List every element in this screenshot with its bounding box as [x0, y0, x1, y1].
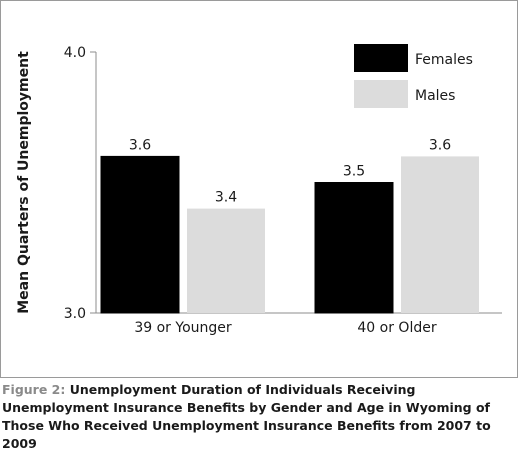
x-tick-label: 39 or Younger: [134, 320, 232, 336]
data-label: 3.6: [429, 137, 451, 153]
y-axis-title: Mean Quarters of Unemployment: [16, 51, 32, 314]
figure-caption: Figure 2: Unemployment Duration of Indiv…: [2, 381, 514, 453]
data-label: 3.6: [129, 137, 151, 153]
bar-females-2: [314, 182, 394, 314]
caption-text: Unemployment Duration of Individuals Rec…: [2, 382, 491, 451]
bar-males-2: [401, 156, 479, 313]
y-tick-label: 3.0: [64, 306, 86, 322]
bar-females-1: [100, 155, 180, 314]
bar-males-1: [187, 208, 265, 313]
legend-label-females: Females: [415, 52, 473, 68]
caption-label: Figure 2:: [2, 382, 66, 397]
legend-label-males: Males: [415, 88, 455, 104]
data-label: 3.4: [215, 190, 237, 206]
legend-swatch-males: [354, 80, 408, 108]
legend-swatch-females: [354, 44, 408, 72]
y-tick-label: 4.0: [64, 45, 86, 61]
x-tick-label: 40 or Older: [357, 320, 436, 336]
bar-chart: 3.0 4.0 Mean Quarters of Unemployment 3.6 3.…: [16, 44, 502, 336]
data-label: 3.5: [343, 164, 365, 180]
